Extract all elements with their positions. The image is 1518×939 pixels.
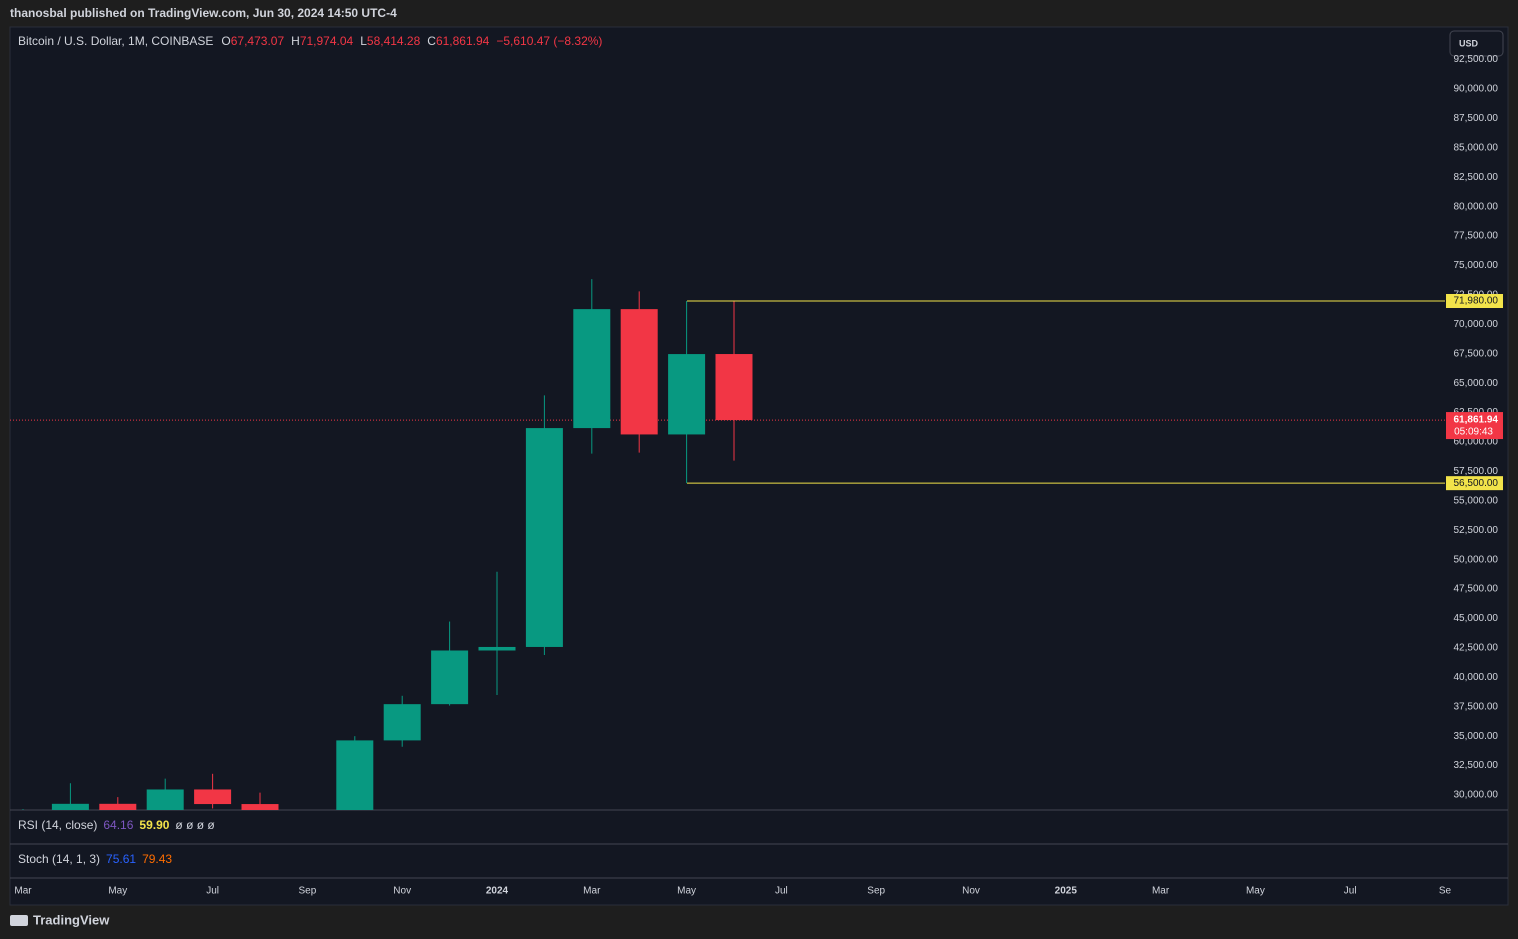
- x-tick-label: Sep: [299, 886, 317, 897]
- y-tick-label: 37,500.00: [1454, 701, 1499, 712]
- y-tick-label: 77,500.00: [1454, 231, 1499, 242]
- y-tick-label: 80,000.00: [1454, 201, 1499, 212]
- ohlc-value: 58,414.28: [367, 34, 421, 48]
- y-tick-label: 47,500.00: [1454, 584, 1499, 595]
- x-tick-label: 2024: [486, 886, 509, 897]
- ohlc-key: L: [360, 34, 367, 48]
- ohlc-value: 71,974.04: [300, 34, 354, 48]
- x-tick-label: May: [108, 886, 127, 897]
- indicator-name: RSI (14, close): [18, 818, 97, 832]
- candle-body: [194, 789, 232, 805]
- ohlc-key: O: [221, 34, 230, 48]
- ohlc-value: 61,861.94: [436, 34, 490, 48]
- indicator-value: 75.61: [106, 852, 136, 866]
- y-tick-label: 67,500.00: [1454, 348, 1499, 359]
- y-tick-label: 85,000.00: [1454, 142, 1499, 153]
- y-tick-label: 87,500.00: [1454, 113, 1499, 124]
- countdown: 05:09:43: [1454, 427, 1493, 438]
- candle-body: [99, 803, 137, 810]
- candle-body: [431, 650, 469, 705]
- logo: [10, 915, 28, 926]
- candle-body: [383, 704, 421, 741]
- candle-body: [336, 740, 374, 810]
- indicator-value: ø ø ø ø: [175, 818, 215, 832]
- x-tick-label: Jul: [206, 886, 219, 897]
- currency-button[interactable]: [1449, 30, 1504, 57]
- y-tick-label: 42,500.00: [1454, 643, 1499, 654]
- y-tick-label: 30,000.00: [1454, 790, 1499, 801]
- chart-panel: [9, 26, 1509, 906]
- x-tick-label: Se: [1439, 886, 1452, 897]
- candle-body: [146, 789, 184, 810]
- x-tick-label: Nov: [393, 886, 411, 897]
- y-tick-label: 40,000.00: [1454, 672, 1499, 683]
- y-tick-label: 70,000.00: [1454, 319, 1499, 330]
- candle-body: [573, 309, 611, 429]
- x-tick-label: Mar: [1152, 886, 1170, 897]
- level-tag: [1446, 476, 1503, 491]
- y-tick-label: 60,000.00: [1454, 437, 1499, 448]
- level-label: 56,500.00: [1454, 478, 1499, 489]
- x-tick-label: Jul: [1344, 886, 1357, 897]
- candle-body: [241, 804, 279, 810]
- y-tick-label: 52,500.00: [1454, 525, 1499, 536]
- x-tick-label: 2025: [1055, 886, 1078, 897]
- level-label: 71,980.00: [1454, 296, 1499, 307]
- level-tag: [1446, 294, 1503, 309]
- x-tick-label: Jul: [775, 886, 788, 897]
- x-tick-label: Sep: [867, 886, 885, 897]
- x-tick-label: Nov: [962, 886, 980, 897]
- y-tick-label: 92,500.00: [1454, 54, 1499, 65]
- x-tick-label: Mar: [583, 886, 601, 897]
- y-tick-label: 65,000.00: [1454, 378, 1499, 389]
- publisher: thanosbal published on TradingView.com, …: [10, 6, 397, 20]
- symbol: Bitcoin / U.S. Dollar, 1M, COINBASE: [18, 34, 213, 48]
- indicator-value: 59.90: [139, 818, 169, 832]
- candle-body: [668, 354, 706, 435]
- candle-body: [620, 309, 658, 435]
- last-price-label: 61,861.94: [1454, 415, 1499, 426]
- candle-body: [525, 428, 563, 647]
- last-price-tag: [1446, 412, 1503, 440]
- candle-body: [478, 646, 516, 651]
- plot: [10, 279, 1445, 810]
- ohlc-key: C: [427, 34, 436, 48]
- y-tick-label: 75,000.00: [1454, 260, 1499, 271]
- y-tick-label: 45,000.00: [1454, 613, 1499, 624]
- x-tick-label: May: [1246, 886, 1265, 897]
- y-tick-label: 55,000.00: [1454, 495, 1499, 506]
- candle-body: [715, 354, 753, 421]
- y-tick-label: 82,500.00: [1454, 172, 1499, 183]
- y-tick-label: 50,000.00: [1454, 554, 1499, 565]
- candle-body: [51, 803, 89, 810]
- y-tick-label: 57,500.00: [1454, 466, 1499, 477]
- change: −5,610.47 (−8.32%): [496, 34, 602, 48]
- indicator-value: 79.43: [142, 852, 172, 866]
- x-tick-label: Mar: [14, 886, 32, 897]
- indicator-name: Stoch (14, 1, 3): [18, 852, 100, 866]
- x-tick-label: May: [677, 886, 696, 897]
- y-tick-label: 32,500.00: [1454, 760, 1499, 771]
- ohlc-key: H: [291, 34, 300, 48]
- indicator-value: 64.16: [103, 818, 133, 832]
- ohlc-value: 67,473.07: [231, 34, 285, 48]
- y-tick-label: 35,000.00: [1454, 731, 1499, 742]
- brand: TradingView: [33, 912, 110, 927]
- currency[interactable]: USD: [1459, 38, 1479, 48]
- y-tick-label: 90,000.00: [1454, 84, 1499, 95]
